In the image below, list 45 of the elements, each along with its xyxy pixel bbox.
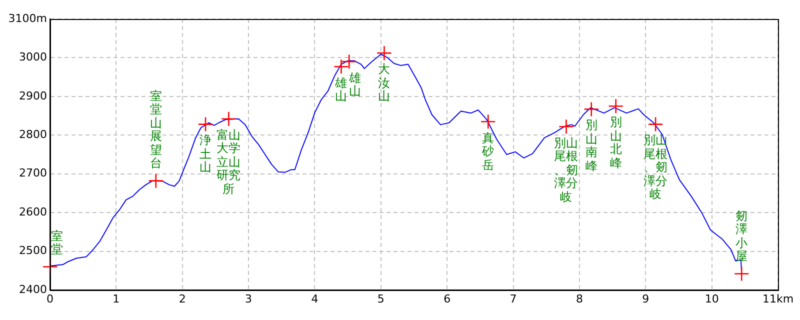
x-tick-label: 11km — [762, 292, 794, 306]
x-tick-label: 1 — [112, 292, 120, 306]
x-tick-label: 5 — [377, 292, 384, 306]
x-tick-label: 2 — [178, 292, 186, 306]
point — [558, 118, 574, 134]
x-tick-label: 7 — [510, 292, 517, 306]
point — [480, 114, 496, 130]
annotation: 別山北峰 — [609, 115, 622, 170]
y-tick-label: 3100m — [8, 12, 47, 25]
y-tick-label: 2500 — [19, 244, 47, 258]
x-tick-label: 9 — [642, 292, 650, 306]
x-tick-label: 0 — [46, 292, 54, 306]
point — [584, 102, 600, 117]
y-tick-label: 2700 — [19, 166, 47, 180]
annotation: 別山尾根、剱澤分岐 — [553, 136, 580, 204]
x-tick-label: 4 — [311, 292, 318, 306]
point — [148, 173, 164, 188]
x-tick-label: 8 — [576, 292, 583, 306]
point — [376, 45, 392, 61]
y-tick-label: 2800 — [19, 128, 47, 141]
point — [221, 111, 236, 127]
x-tick-label: 6 — [444, 292, 451, 306]
y-tick-label: 2400 — [19, 282, 47, 296]
y-tick-label: 2900 — [19, 89, 47, 102]
annotation: 雄山 — [334, 76, 348, 104]
annotation: 浄土山 — [199, 133, 212, 175]
point — [648, 116, 664, 132]
annotation: 室堂 — [50, 228, 64, 257]
y-tick-label: 3000 — [19, 50, 47, 64]
point — [608, 98, 624, 114]
point — [341, 54, 357, 70]
point — [198, 116, 214, 132]
point — [42, 259, 58, 274]
y-tick-label: 2600 — [19, 205, 47, 218]
annotation: 富山大学立山研究所 — [216, 128, 242, 196]
annotation: 雄山 — [348, 70, 362, 99]
point — [334, 58, 349, 74]
annotation: 別山南峰 — [584, 118, 598, 174]
annotation: 大汝山 — [378, 62, 391, 104]
point — [734, 266, 750, 282]
annotation: 室堂山展望台 — [149, 88, 162, 171]
x-tick-label: 3 — [245, 292, 252, 306]
annotation: 真砂岳 — [482, 130, 495, 172]
annotation: 剱澤小屋 — [735, 208, 748, 264]
x-tick-label: 10 — [704, 292, 719, 306]
